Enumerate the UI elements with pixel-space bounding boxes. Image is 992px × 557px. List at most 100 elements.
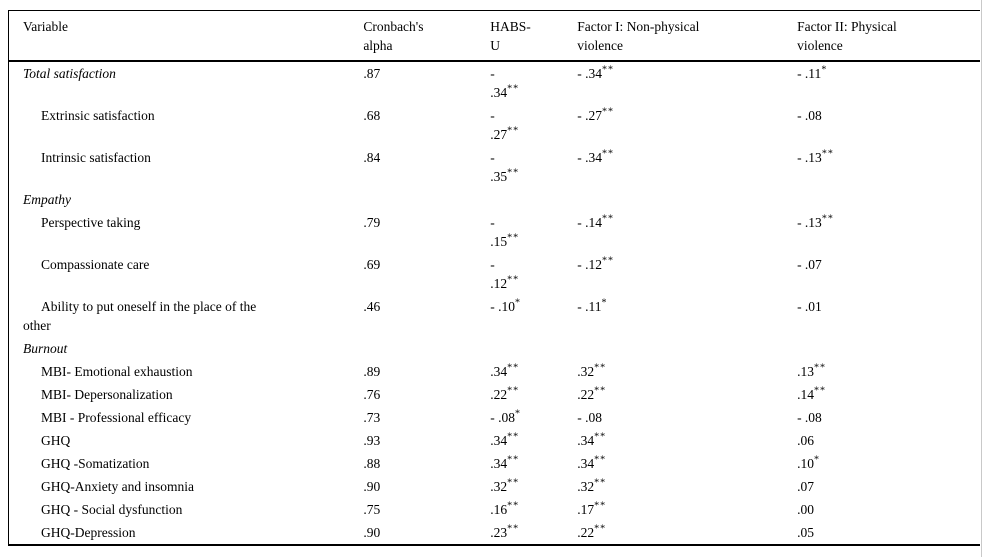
significance-asterisks: ** — [507, 431, 520, 443]
section-row: Empathy — [9, 188, 981, 211]
significance-asterisks: * — [813, 454, 820, 466]
row-label: MBI - Professional efficacy — [41, 410, 192, 425]
cell-f1 — [577, 188, 797, 211]
significance-asterisks: ** — [601, 106, 614, 118]
significance-asterisks: ** — [507, 385, 520, 397]
significance-asterisks: ** — [594, 523, 607, 535]
significance-asterisks: * — [601, 297, 608, 309]
cell-habs: - .27** — [490, 108, 520, 142]
table-row: Extrinsic satisfaction .68 - .27** - .27** - … — [9, 104, 981, 146]
cell-f2: .00 — [797, 502, 814, 517]
cell-habs: - .15** — [490, 215, 520, 249]
table-body: Total satisfaction .87 - .34** - .34** - .11*… — [9, 61, 981, 545]
row-label: Empathy — [23, 192, 71, 207]
cell-f1: .34** — [577, 431, 607, 448]
cell-f1: - .34** — [577, 148, 614, 165]
cell-alpha: .69 — [363, 257, 381, 272]
row-label: Intrinsic satisfaction — [41, 150, 151, 165]
row-label: Compassionate care — [41, 257, 150, 272]
row-label: Perspective taking — [41, 215, 141, 230]
row-label: GHQ-Anxiety and insomnia — [41, 479, 194, 494]
table-row: MBI - Professional efficacy .73- .08* - .0… — [9, 406, 981, 429]
cell-alpha: .88 — [363, 456, 381, 471]
cell-f2: .13** — [797, 362, 826, 379]
cell-f1: - .27** — [577, 106, 614, 123]
cell-habs: .16** — [490, 500, 520, 517]
cell-f1: .22** — [577, 385, 607, 402]
row-label: GHQ - Social dysfunction — [41, 502, 183, 517]
significance-asterisks: ** — [594, 385, 607, 397]
cell-alpha: .87 — [363, 66, 381, 81]
cell-f2 — [797, 188, 980, 211]
cell-f1: .17** — [577, 500, 607, 517]
table-row: MBI- Depersonalization .76 .22** .22** .14** — [9, 383, 981, 406]
significance-asterisks: ** — [507, 477, 520, 489]
cell-alpha: .76 — [363, 387, 381, 402]
cell-alpha: .93 — [363, 433, 381, 448]
cell-alpha: .90 — [363, 525, 381, 540]
cell-habs: .22** — [490, 385, 520, 402]
cell-habs — [490, 337, 577, 360]
cell-habs: .34** — [490, 362, 520, 379]
cell-f1 — [577, 337, 797, 360]
cell-f2: .07 — [797, 479, 814, 494]
column-header-habs: HABS- U — [490, 19, 531, 53]
cell-habs: .32** — [490, 477, 520, 494]
row-label: GHQ — [41, 433, 71, 448]
cell-habs: - .12** — [490, 257, 520, 291]
cell-habs: .34** — [490, 431, 520, 448]
cell-f2: - .08 — [797, 410, 822, 425]
cell-f1: - .14** — [577, 213, 614, 230]
row-label: Burnout — [23, 341, 68, 356]
significance-asterisks: ** — [594, 477, 607, 489]
cell-f2: .06 — [797, 433, 814, 448]
significance-asterisks: * — [821, 64, 828, 76]
significance-asterisks: ** — [594, 454, 607, 466]
table-row: GHQ-Depression .90 .23** .22** .05 — [9, 521, 981, 545]
cell-f2: .10* — [797, 454, 820, 471]
significance-asterisks: ** — [594, 362, 607, 374]
column-header-variable: Variable — [23, 19, 68, 34]
cell-alpha: .79 — [363, 215, 381, 230]
significance-asterisks: * — [515, 297, 521, 309]
cell-alpha: .46 — [363, 299, 381, 314]
cell-habs: - .35** — [490, 150, 520, 184]
significance-asterisks: ** — [813, 362, 826, 374]
column-header-f1: Factor I: Non-physical violence — [577, 19, 700, 53]
significance-asterisks: * — [515, 408, 521, 420]
cell-habs: - .08* — [490, 408, 521, 425]
cell-alpha: .89 — [363, 364, 381, 379]
column-header-f2: Factor II: Physical violence — [797, 19, 897, 53]
row-label: MBI- Emotional exhaustion — [41, 364, 193, 379]
significance-asterisks: ** — [821, 148, 834, 160]
cell-f2 — [797, 337, 980, 360]
table-row: Perspective taking .79 - .15** - .14** - .13*… — [9, 211, 981, 253]
cell-f1: - .34** — [577, 64, 614, 81]
significance-asterisks: ** — [507, 125, 520, 137]
cell-f2: - .13** — [797, 213, 834, 230]
significance-asterisks: ** — [821, 213, 834, 225]
table-row: Compassionate care .69 - .12** - .12** - .07 — [9, 253, 981, 295]
significance-asterisks: ** — [813, 385, 826, 397]
significance-asterisks: ** — [601, 255, 614, 267]
cell-f1: .22** — [577, 523, 607, 540]
significance-asterisks: ** — [507, 167, 520, 179]
cell-f1: - .12** — [577, 255, 614, 272]
significance-asterisks: ** — [507, 362, 520, 374]
significance-asterisks: ** — [507, 500, 520, 512]
cell-habs: - .10* — [490, 297, 521, 314]
section-row: Total satisfaction .87 - .34** - .34** - .11* — [9, 61, 981, 104]
cell-alpha — [363, 188, 490, 211]
table-row: MBI- Emotional exhaustion .89 .34** .32** .1… — [9, 360, 981, 383]
cell-f1: - .11* — [577, 297, 608, 314]
cell-f2: .05 — [797, 525, 814, 540]
page-edge-line — [981, 0, 982, 557]
table-row: GHQ - Social dysfunction .75 .16** .17** .00 — [9, 498, 981, 521]
row-label: MBI- Depersonalization — [41, 387, 173, 402]
row-label: GHQ -Somatization — [41, 456, 150, 471]
cell-alpha — [363, 337, 490, 360]
section-row: Burnout — [9, 337, 981, 360]
cell-habs: .34** — [490, 454, 520, 471]
cell-f2: - .08 — [797, 108, 822, 123]
